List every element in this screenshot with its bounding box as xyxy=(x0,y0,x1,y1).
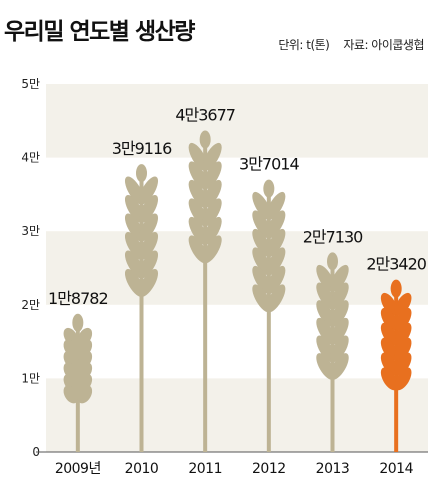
wheat-production-chart: 01만2만3만4만5만1만87822009년3만911620104만367720… xyxy=(21,77,428,477)
wheat-grain xyxy=(394,292,412,316)
x-tick-label: 2010 xyxy=(125,461,159,477)
wheat-grain xyxy=(266,228,286,257)
wheat-grain xyxy=(266,191,286,220)
wheat-grain xyxy=(316,264,335,292)
wheat-grain xyxy=(330,264,349,292)
x-tick-label: 2012 xyxy=(252,461,286,477)
wheat-grain xyxy=(394,352,412,376)
x-tick-label: 2014 xyxy=(379,461,413,477)
grid-band xyxy=(46,378,428,452)
wheat-grain xyxy=(380,292,398,316)
data-label: 2만7130 xyxy=(303,227,363,246)
wheat-grain xyxy=(138,231,159,260)
wheat-grain xyxy=(330,353,349,380)
wheat-bar xyxy=(316,252,349,452)
wheat-grain xyxy=(390,279,402,298)
wheat-grain xyxy=(316,335,335,363)
wheat-bar xyxy=(188,130,222,452)
data-label: 3만9116 xyxy=(112,139,172,158)
wheat-grain xyxy=(394,307,412,331)
data-label: 3만7014 xyxy=(239,155,299,174)
wheat-bar xyxy=(63,313,93,452)
wheat-grain xyxy=(266,284,286,313)
wheat-grain xyxy=(394,367,412,391)
wheat-grain xyxy=(330,335,349,363)
wheat-grain xyxy=(202,142,222,171)
y-tick-label: 2만 xyxy=(21,298,40,312)
grid-band xyxy=(46,231,428,305)
unit-label: 단위: t(톤) xyxy=(278,38,330,52)
wheat-grain xyxy=(202,161,222,190)
wheat-grain xyxy=(380,307,398,331)
wheat-grain xyxy=(316,300,335,327)
wheat-grain xyxy=(202,235,222,264)
wheat-grain xyxy=(330,317,349,345)
wheat-grain xyxy=(380,337,398,361)
wheat-grain xyxy=(138,213,159,242)
wheat-grain xyxy=(77,385,93,404)
wheat-bar xyxy=(380,279,412,452)
data-label: 2만3420 xyxy=(366,255,426,274)
wheat-grain xyxy=(380,367,398,391)
wheat-grain xyxy=(316,317,335,345)
wheat-grain xyxy=(199,130,211,149)
wheat-grain xyxy=(263,179,275,198)
x-tick-label: 2011 xyxy=(188,461,222,477)
wheat-grain xyxy=(316,282,335,310)
wheat-grain xyxy=(138,176,159,205)
wheat-grain xyxy=(138,268,159,297)
wheat-grain xyxy=(394,337,412,361)
wheat-grain xyxy=(266,247,286,276)
grid-band xyxy=(46,84,428,158)
wheat-grain xyxy=(330,282,349,310)
wheat-grain xyxy=(63,385,79,404)
data-label: 1만8782 xyxy=(48,289,108,308)
y-tick-label: 3만 xyxy=(21,224,40,238)
wheat-grain xyxy=(316,353,335,380)
wheat-grain xyxy=(202,198,222,227)
chart-header: 우리밀 연도별 생산량 단위: t(톤) 자료: 아이쿱생협 xyxy=(0,0,438,66)
wheat-grain xyxy=(330,300,349,327)
data-label: 4만3677 xyxy=(175,106,235,125)
chart-meta: 단위: t(톤) 자료: 아이쿱생협 xyxy=(278,36,424,53)
wheat-bar xyxy=(252,179,286,452)
wheat-grain xyxy=(202,216,222,245)
wheat-grain xyxy=(138,194,159,223)
wheat-grain xyxy=(394,322,412,346)
wheat-grain xyxy=(380,322,398,346)
wheat-grain xyxy=(266,210,286,239)
wheat-grain xyxy=(380,352,398,376)
chart-title: 우리밀 연도별 생산량 xyxy=(4,19,195,45)
wheat-grain xyxy=(72,313,84,332)
wheat-grain xyxy=(136,164,147,183)
x-tick-label: 2013 xyxy=(316,461,350,477)
y-tick-label: 5만 xyxy=(21,77,40,91)
y-tick-label: 1만 xyxy=(21,371,40,385)
y-tick-label: 4만 xyxy=(21,151,40,165)
x-tick-label: 2009년 xyxy=(55,461,101,477)
wheat-grain xyxy=(327,252,338,271)
wheat-grain xyxy=(202,179,222,208)
wheat-bar xyxy=(124,164,159,452)
wheat-grain xyxy=(266,265,286,294)
source-label: 자료: 아이쿱생협 xyxy=(343,38,424,52)
wheat-grain xyxy=(138,250,159,279)
